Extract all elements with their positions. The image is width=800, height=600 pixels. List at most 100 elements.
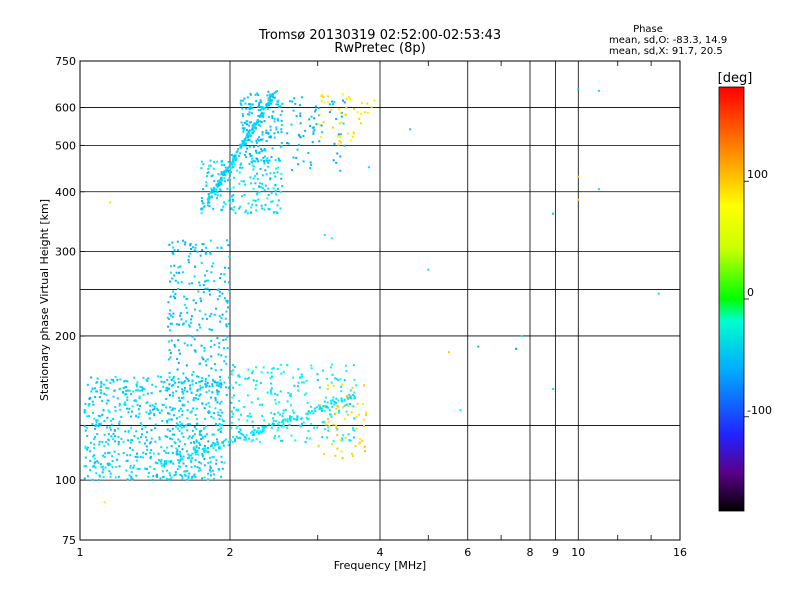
echo-point xyxy=(175,422,178,425)
echo-point xyxy=(178,409,181,412)
echo-point xyxy=(246,120,249,123)
echo-point xyxy=(254,199,257,202)
echo-point xyxy=(177,288,180,290)
echo-point xyxy=(83,477,86,480)
echo-point xyxy=(256,172,259,175)
echo-point xyxy=(343,417,346,420)
echo-point xyxy=(198,467,201,470)
x-tick-label: 10 xyxy=(571,546,585,559)
echo-point xyxy=(217,390,220,393)
echo-point xyxy=(326,405,329,408)
echo-point xyxy=(130,471,133,474)
echo-point xyxy=(363,425,366,427)
echo-point xyxy=(268,208,271,211)
echo-point xyxy=(206,358,209,361)
echo-point xyxy=(279,105,282,108)
echo-point xyxy=(216,194,219,197)
echo-point xyxy=(243,438,245,441)
echo-point xyxy=(93,387,96,390)
echo-point xyxy=(216,288,219,291)
echo-point xyxy=(256,92,259,95)
echo-point xyxy=(352,132,355,135)
echo-point xyxy=(168,372,171,374)
echo-point xyxy=(176,358,179,360)
echo-point xyxy=(335,424,338,427)
echo-point xyxy=(203,450,206,453)
echo-point xyxy=(339,112,342,114)
echo-point xyxy=(169,280,172,283)
echo-point xyxy=(477,345,480,348)
echo-point xyxy=(336,447,339,450)
echo-point xyxy=(200,300,203,303)
echo-point xyxy=(261,115,263,118)
y-tick-label: 300 xyxy=(55,246,76,259)
echo-point xyxy=(275,193,278,196)
echo-point xyxy=(250,440,253,443)
echo-point xyxy=(108,462,110,465)
echo-point xyxy=(163,463,166,466)
echo-point xyxy=(230,426,233,429)
echo-point xyxy=(194,308,196,311)
echo-point xyxy=(94,427,96,430)
echo-point xyxy=(218,423,221,425)
echo-point xyxy=(172,462,175,465)
echo-point xyxy=(229,201,232,204)
echo-point xyxy=(106,426,109,429)
echo-point xyxy=(143,442,146,445)
echo-point xyxy=(101,440,104,443)
echo-point xyxy=(109,428,112,431)
echo-point xyxy=(168,329,171,332)
echo-point xyxy=(342,434,345,437)
echo-point xyxy=(171,407,174,410)
echo-point xyxy=(213,363,216,365)
echo-point xyxy=(263,419,266,422)
echo-point xyxy=(119,408,122,411)
echo-point xyxy=(357,413,360,416)
echo-point xyxy=(215,307,217,310)
echo-point xyxy=(213,161,216,164)
echo-point xyxy=(217,381,220,384)
x-tick-label: 1 xyxy=(77,546,84,559)
echo-point xyxy=(363,445,366,448)
echo-point xyxy=(131,405,134,408)
echo-point xyxy=(138,397,141,400)
y-tick-label: 75 xyxy=(62,534,76,547)
echo-point xyxy=(129,454,132,457)
echo-point xyxy=(286,418,289,421)
echo-point xyxy=(182,462,185,465)
echo-point xyxy=(290,168,293,171)
echo-point xyxy=(250,154,253,157)
echo-point xyxy=(269,389,272,392)
echo-point xyxy=(335,377,338,380)
echo-point xyxy=(166,378,169,381)
echo-point xyxy=(169,474,171,477)
echo-point xyxy=(254,387,257,390)
echo-point xyxy=(222,441,224,444)
echo-point xyxy=(245,136,248,139)
echo-point xyxy=(165,461,168,464)
echo-point xyxy=(204,251,207,254)
echo-point xyxy=(256,138,259,141)
echo-point xyxy=(224,355,227,358)
echo-point xyxy=(279,207,282,210)
echo-point xyxy=(120,437,123,440)
echo-point xyxy=(267,187,270,190)
echo-point xyxy=(323,234,326,236)
echo-point xyxy=(216,184,219,187)
echo-point xyxy=(229,439,232,442)
echo-point xyxy=(191,383,194,386)
echo-point xyxy=(338,108,341,111)
echo-point xyxy=(195,439,198,442)
echo-point xyxy=(130,415,132,418)
echo-point xyxy=(218,418,221,421)
echo-point xyxy=(345,98,348,100)
echo-point xyxy=(286,420,289,423)
echo-point xyxy=(204,287,207,290)
echo-point xyxy=(221,418,224,421)
echo-point xyxy=(100,392,103,395)
echo-point xyxy=(179,312,182,315)
echo-point xyxy=(409,128,412,131)
echo-point xyxy=(353,417,356,420)
echo-point xyxy=(209,465,212,468)
echo-point xyxy=(182,271,185,274)
